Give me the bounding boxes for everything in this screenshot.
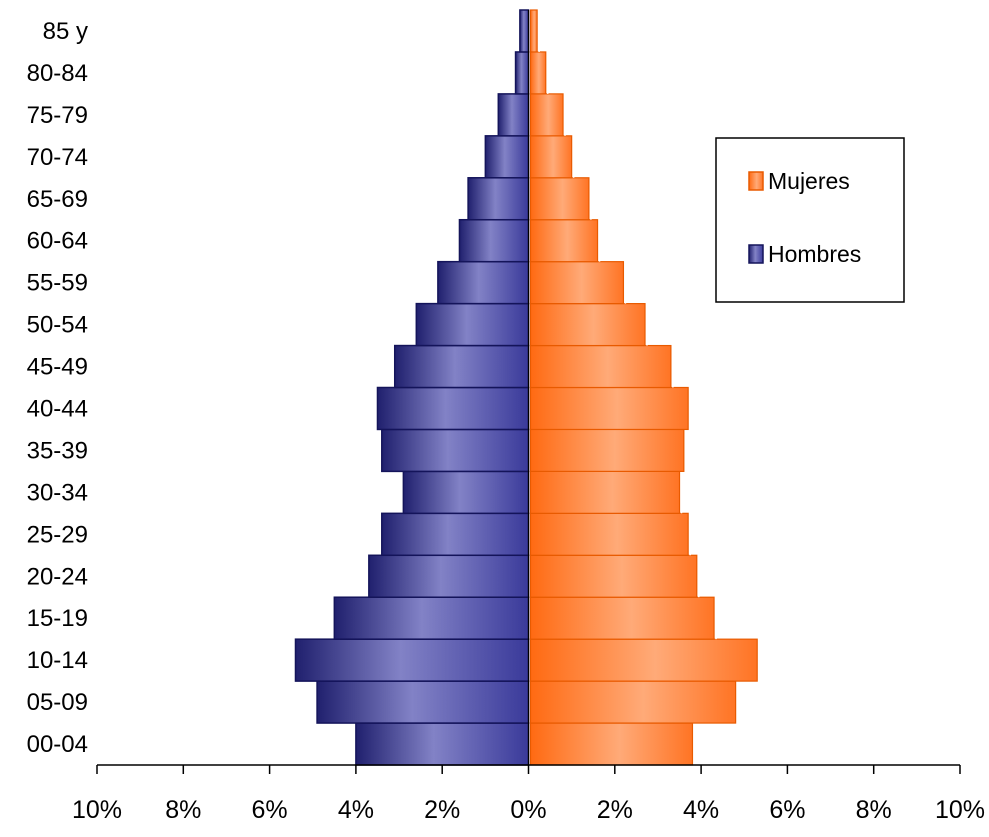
legend-box [715,137,905,303]
bar-mujeres-70-74 [529,135,573,179]
bar-hombres-00-04 [355,722,530,766]
x-tick-label: 10% [935,796,985,824]
x-tick-label: 4% [683,796,719,824]
bar-hombres-40-44 [376,386,530,431]
bar-mujeres-65-69 [529,177,590,221]
x-tick-label: 6% [769,796,805,824]
category-label: 55-59 [27,270,88,297]
bar-mujeres-30-34 [529,470,681,514]
category-label: 20-24 [27,563,88,590]
bar-hombres-20-24 [368,554,530,598]
bar-mujeres-55-59 [529,261,625,305]
bar-mujeres-15-19 [529,596,715,640]
bar-hombres-50-54 [415,302,530,347]
legend: Mujeres Hombres [715,137,905,303]
bar-mujeres-10-14 [529,638,758,682]
bar-hombres-10-14 [294,638,530,682]
x-tick-label: 8% [165,796,201,824]
category-label: 40-44 [27,395,88,422]
category-label: 80-84 [27,60,88,87]
category-label: 85 y [43,18,88,45]
bar-hombres-25-29 [381,512,530,557]
category-label: 05-09 [27,689,88,716]
bar-hombres-30-34 [402,470,530,515]
category-label: 75-79 [27,102,88,129]
bar-mujeres-20-24 [529,554,698,598]
legend-label-hombres: Hombres [768,241,861,267]
bar-hombres-45-49 [393,344,530,389]
x-tick-label: 6% [252,796,288,824]
bar-mujeres-60-64 [529,219,599,263]
bar-hombres-15-19 [333,596,530,640]
bar-hombres-35-39 [381,428,530,473]
category-label: 45-49 [27,354,88,381]
category-label: 70-74 [27,144,88,171]
bar-hombres-85-y [519,9,530,53]
bar-mujeres-45-49 [529,344,672,389]
x-tick-label: 0% [510,796,546,824]
bar-hombres-75-79 [497,93,530,137]
legend-swatch-mujeres [748,171,764,191]
bar-mujeres-40-44 [529,386,689,431]
category-label: 65-69 [27,186,88,213]
category-label: 15-19 [27,605,88,632]
bar-mujeres-35-39 [529,428,685,472]
bar-hombres-70-74 [484,135,530,179]
legend-swatch-hombres [748,244,764,264]
x-tick-label: 8% [856,796,892,824]
bar-mujeres-00-04 [529,722,694,766]
bar-mujeres-80-84 [529,51,547,95]
category-label: 50-54 [27,312,88,339]
bar-mujeres-75-79 [529,93,564,137]
bar-mujeres-25-29 [529,512,689,556]
category-label: 30-34 [27,479,88,506]
category-label: 25-29 [27,521,88,548]
bar-hombres-80-84 [514,51,530,95]
bar-mujeres-50-54 [529,303,646,347]
bar-hombres-60-64 [458,218,530,263]
bar-mujeres-05-09 [529,680,737,724]
category-label: 35-39 [27,437,88,464]
bar-hombres-65-69 [467,177,530,221]
x-tick-label: 4% [338,796,374,824]
x-tick-label: 2% [424,796,460,824]
x-tick-label: 10% [72,796,122,824]
category-label: 00-04 [27,731,88,758]
bar-hombres-05-09 [316,680,530,724]
x-tick-label: 2% [597,796,633,824]
series-mujeres [529,9,760,766]
category-label: 60-64 [27,228,88,255]
bar-mujeres-85-y [529,9,538,53]
category-labels: 00-04 05-09 10-14 15-19 20-24 25-29 30-34 35-39… [27,18,88,758]
legend-label-mujeres: Mujeres [768,168,850,194]
bar-hombres-55-59 [437,260,530,305]
x-axis: 10% 8% 6% 4% 2% 0% 2% 4% 6% 8% 10% [72,10,985,824]
category-label: 10-14 [27,647,88,674]
series-hombres [294,9,530,766]
